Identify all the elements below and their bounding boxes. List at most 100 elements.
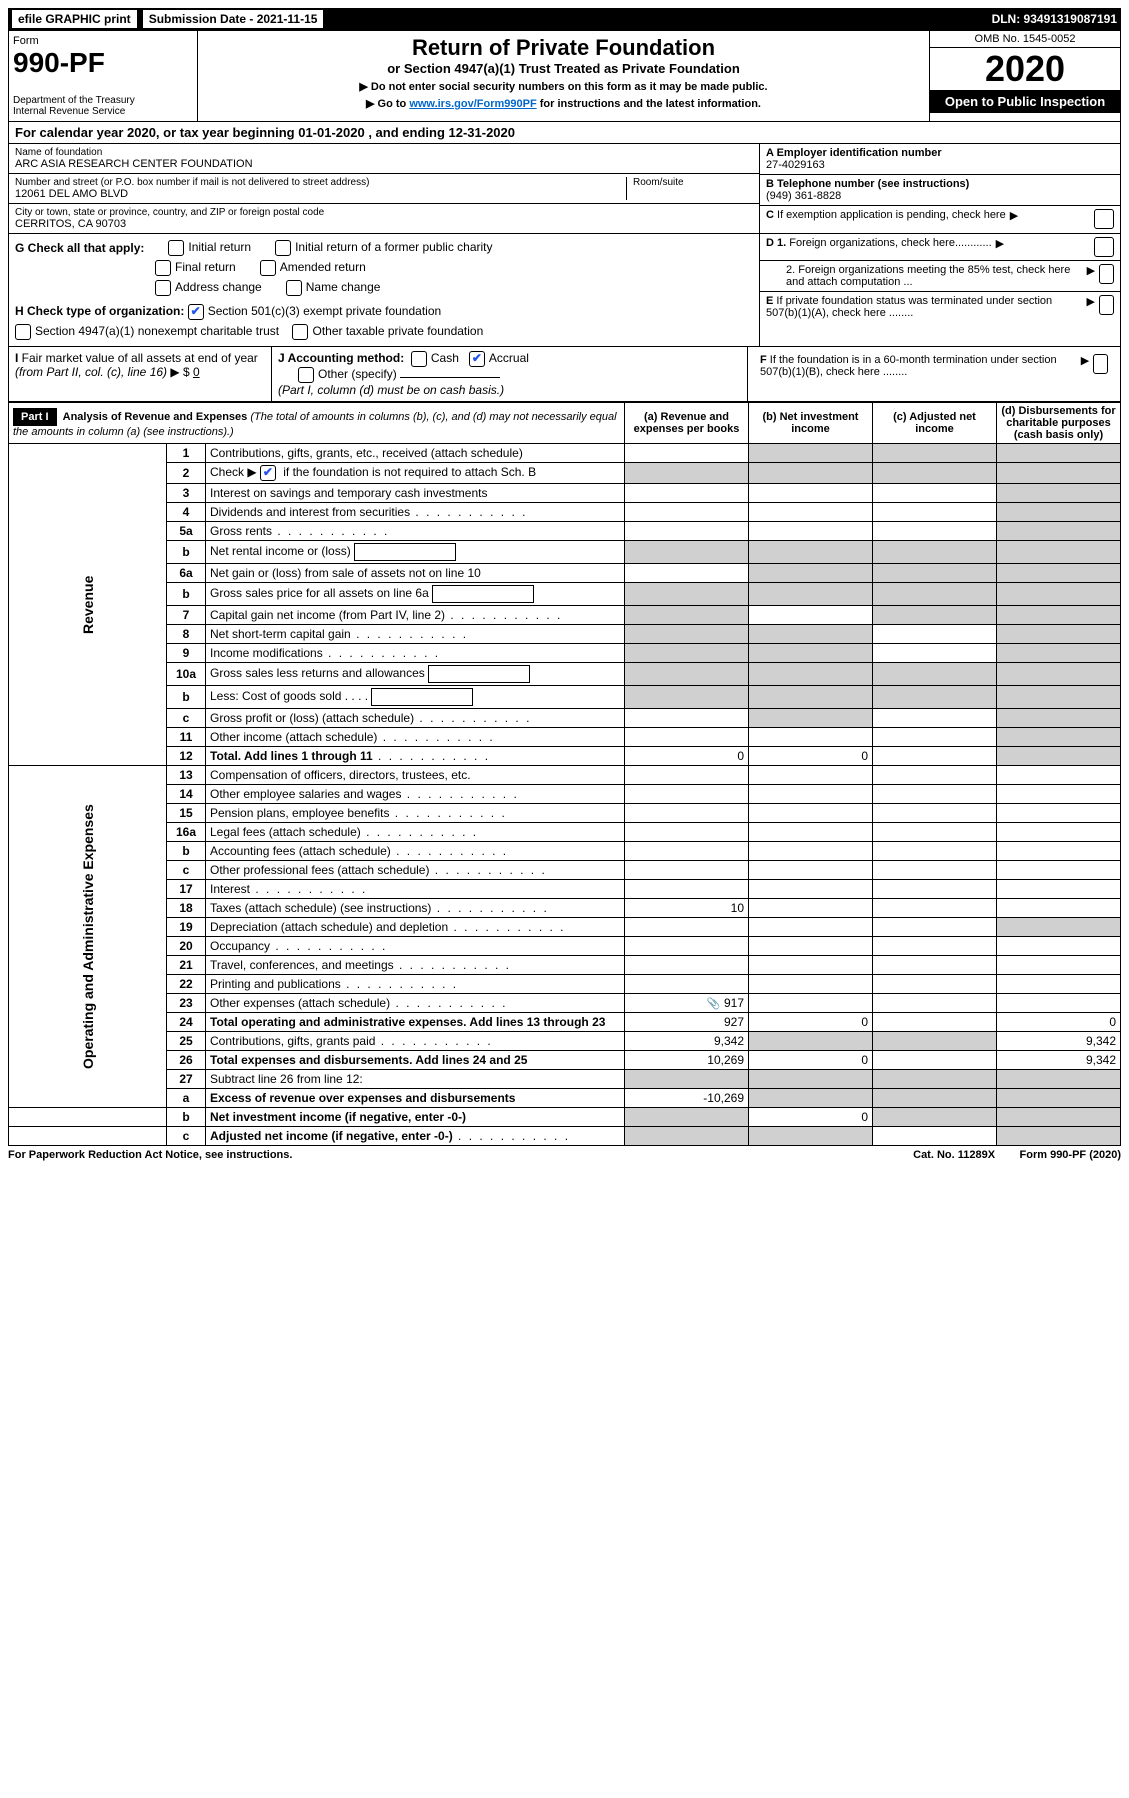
city-label: City or town, state or province, country… bbox=[15, 207, 753, 218]
final-checkbox[interactable] bbox=[155, 260, 171, 276]
row-7: Capital gain net income (from Part IV, l… bbox=[206, 606, 625, 625]
a-label: A Employer identification number bbox=[766, 147, 942, 159]
arrow-icon bbox=[1087, 264, 1095, 277]
form-header: Form 990-PF Department of the Treasury I… bbox=[8, 30, 1121, 122]
other-checkbox[interactable] bbox=[298, 367, 314, 383]
i-value: 0 bbox=[193, 365, 200, 379]
title: Return of Private Foundation bbox=[202, 35, 925, 61]
instr1: ▶ Do not enter social security numbers o… bbox=[202, 80, 925, 93]
dln: DLN: 93491319087191 bbox=[992, 12, 1117, 26]
row-17: Interest bbox=[206, 880, 625, 899]
arrow-icon bbox=[1081, 354, 1089, 367]
part1-title: Analysis of Revenue and Expenses bbox=[63, 411, 248, 423]
col-b-header: (b) Net investment income bbox=[749, 403, 873, 444]
row-12: Total. Add lines 1 through 11 bbox=[206, 747, 625, 766]
row-15: Pension plans, employee benefits bbox=[206, 804, 625, 823]
arrow-icon bbox=[996, 237, 1004, 250]
row-10c: Gross profit or (loss) (attach schedule) bbox=[206, 709, 625, 728]
col-d-header: (d) Disbursements for charitable purpose… bbox=[997, 403, 1121, 444]
footer-left: For Paperwork Reduction Act Notice, see … bbox=[8, 1149, 292, 1161]
row-23: Other expenses (attach schedule) bbox=[206, 994, 625, 1013]
e-checkbox[interactable] bbox=[1099, 295, 1114, 315]
row-11: Other income (attach schedule) bbox=[206, 728, 625, 747]
row-13: Compensation of officers, directors, tru… bbox=[206, 766, 625, 785]
501c3-checkbox[interactable] bbox=[188, 304, 204, 320]
4947-checkbox[interactable] bbox=[15, 324, 31, 340]
row-3: Interest on savings and temporary cash i… bbox=[206, 484, 625, 503]
part1-table: Part I Analysis of Revenue and Expenses … bbox=[8, 402, 1121, 1146]
row-27c: Adjusted net income (if negative, enter … bbox=[206, 1127, 625, 1146]
c-checkbox[interactable] bbox=[1094, 209, 1114, 229]
footer-mid: Cat. No. 11289X bbox=[913, 1149, 995, 1161]
b-label: B Telephone number (see instructions) bbox=[766, 178, 969, 190]
form-link[interactable]: www.irs.gov/Form990PF bbox=[409, 98, 536, 110]
room-label: Room/suite bbox=[633, 177, 753, 188]
row-24: Total operating and administrative expen… bbox=[206, 1013, 625, 1032]
i-label: I Fair market value of all assets at end… bbox=[15, 351, 258, 379]
street: 12061 DEL AMO BLVD bbox=[15, 188, 626, 200]
attach-icon[interactable] bbox=[707, 996, 721, 1010]
d2-checkbox[interactable] bbox=[1099, 264, 1114, 284]
open-public: Open to Public Inspection bbox=[930, 90, 1120, 113]
accrual-checkbox[interactable] bbox=[469, 351, 485, 367]
schb-checkbox[interactable] bbox=[260, 465, 276, 481]
r26d: 9,342 bbox=[997, 1051, 1121, 1070]
dept: Department of the Treasury bbox=[13, 95, 135, 106]
phone: (949) 361-8828 bbox=[766, 190, 841, 202]
row-9: Income modifications bbox=[206, 644, 625, 663]
top-bar: efile GRAPHIC print Submission Date - 20… bbox=[8, 8, 1121, 30]
form-number: 990-PF bbox=[13, 47, 193, 79]
row-19: Depreciation (attach schedule) and deple… bbox=[206, 918, 625, 937]
section-g-h: G Check all that apply: Initial return I… bbox=[8, 234, 1121, 347]
initial-former-checkbox[interactable] bbox=[275, 240, 291, 256]
r24d: 0 bbox=[997, 1013, 1121, 1032]
row-10a: Gross sales less returns and allowances bbox=[206, 663, 625, 686]
section-i-j-f: I Fair market value of all assets at end… bbox=[8, 347, 1121, 402]
row-6b: Gross sales price for all assets on line… bbox=[206, 583, 625, 606]
r27aa: -10,269 bbox=[625, 1089, 749, 1108]
street-label: Number and street (or P.O. box number if… bbox=[15, 177, 626, 188]
tax-year: 2020 bbox=[930, 48, 1120, 90]
d1-label: D 1. Foreign organizations, check here..… bbox=[766, 237, 992, 249]
row-18: Taxes (attach schedule) (see instruction… bbox=[206, 899, 625, 918]
row-27: Subtract line 26 from line 12: bbox=[206, 1070, 625, 1089]
h-label: H Check type of organization: bbox=[15, 304, 184, 318]
row-5b: Net rental income or (loss) bbox=[206, 541, 625, 564]
efile-label[interactable]: efile GRAPHIC print bbox=[12, 10, 137, 28]
r12b: 0 bbox=[749, 747, 873, 766]
irs: Internal Revenue Service bbox=[13, 106, 125, 117]
address-checkbox[interactable] bbox=[155, 280, 171, 296]
g-label: G Check all that apply: bbox=[15, 241, 144, 255]
j-label: J Accounting method: bbox=[278, 351, 404, 365]
f-label: F If the foundation is in a 60-month ter… bbox=[760, 354, 1077, 378]
f-checkbox[interactable] bbox=[1093, 354, 1108, 374]
row-16c: Other professional fees (attach schedule… bbox=[206, 861, 625, 880]
ein: 27-4029163 bbox=[766, 159, 825, 171]
name-change-checkbox[interactable] bbox=[286, 280, 302, 296]
part1-label: Part I bbox=[13, 408, 57, 426]
subtitle: or Section 4947(a)(1) Trust Treated as P… bbox=[202, 61, 925, 76]
row-6a: Net gain or (loss) from sale of assets n… bbox=[206, 564, 625, 583]
initial-checkbox[interactable] bbox=[168, 240, 184, 256]
r18a: 10 bbox=[625, 899, 749, 918]
row-1: Contributions, gifts, grants, etc., rece… bbox=[206, 444, 625, 463]
omb: OMB No. 1545-0052 bbox=[930, 31, 1120, 48]
row-27b: Net investment income (if negative, ente… bbox=[206, 1108, 625, 1127]
row-16a: Legal fees (attach schedule) bbox=[206, 823, 625, 842]
instr2: ▶ Go to www.irs.gov/Form990PF for instru… bbox=[202, 97, 925, 110]
j-note: (Part I, column (d) must be on cash basi… bbox=[278, 383, 504, 397]
r26b: 0 bbox=[749, 1051, 873, 1070]
row-20: Occupancy bbox=[206, 937, 625, 956]
cash-checkbox[interactable] bbox=[411, 351, 427, 367]
expenses-side: Operating and Administrative Expenses bbox=[9, 766, 167, 1108]
col-c-header: (c) Adjusted net income bbox=[873, 403, 997, 444]
row-16b: Accounting fees (attach schedule) bbox=[206, 842, 625, 861]
amended-checkbox[interactable] bbox=[260, 260, 276, 276]
d1-checkbox[interactable] bbox=[1094, 237, 1114, 257]
r25d: 9,342 bbox=[997, 1032, 1121, 1051]
d2-label: 2. Foreign organizations meeting the 85%… bbox=[766, 264, 1083, 288]
row-10b: Less: Cost of goods sold . . . . bbox=[206, 686, 625, 709]
other-tax-checkbox[interactable] bbox=[292, 324, 308, 340]
row-22: Printing and publications bbox=[206, 975, 625, 994]
r23a: 917 bbox=[625, 994, 749, 1013]
